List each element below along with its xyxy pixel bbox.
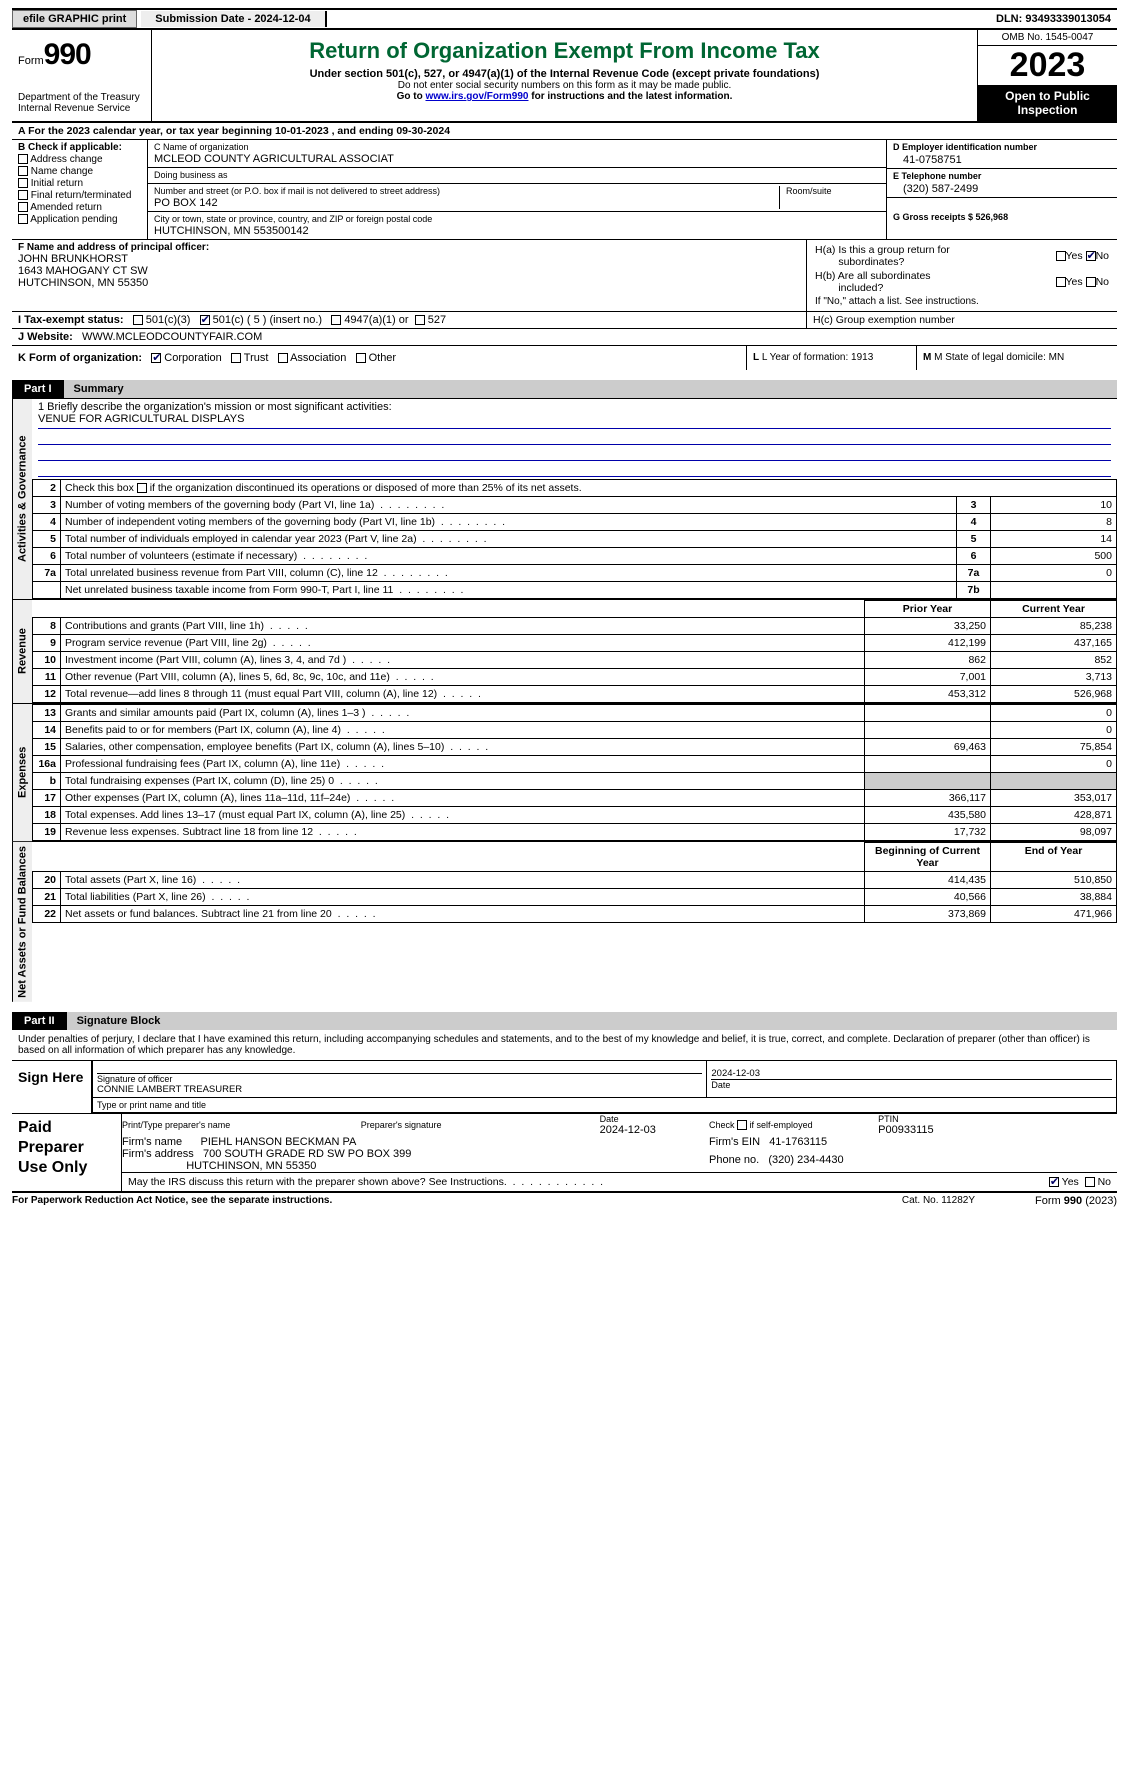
- section-governance: Activities & Governance 1 Briefly descri…: [12, 398, 1117, 599]
- org-name: MCLEOD COUNTY AGRICULTURAL ASSOCIAT: [154, 152, 880, 165]
- mission-text: VENUE FOR AGRICULTURAL DISPLAYS: [38, 413, 1111, 429]
- ein: 41-0758751: [893, 152, 1111, 166]
- sign-here-block: Sign Here Signature of officerCONNIE LAM…: [12, 1060, 1117, 1113]
- chk-name-change[interactable]: Name change: [18, 166, 141, 177]
- section-expenses: Expenses 13Grants and similar amounts pa…: [12, 703, 1117, 841]
- state-domicile: M M State of legal domicile: MN: [917, 346, 1117, 370]
- city: HUTCHINSON, MN 553500142: [154, 224, 880, 237]
- chk-initial-return[interactable]: Initial return: [18, 178, 141, 189]
- chk-address-change[interactable]: Address change: [18, 154, 141, 165]
- dept-label: Department of the Treasury Internal Reve…: [18, 92, 145, 114]
- page-footer: For Paperwork Reduction Act Notice, see …: [12, 1193, 1117, 1207]
- group-exemption: H(c) Group exemption number: [807, 312, 1117, 328]
- part2-header: Part II Signature Block: [12, 1012, 1117, 1030]
- chk-app-pending[interactable]: Application pending: [18, 214, 141, 225]
- submission-date: Submission Date - 2024-12-04: [141, 11, 326, 27]
- form-header: Form990 Department of the Treasury Inter…: [12, 30, 1117, 123]
- vlabel-governance: Activities & Governance: [12, 399, 32, 599]
- officer-addr2: HUTCHINSON, MN 55350: [18, 277, 800, 289]
- penalties-text: Under penalties of perjury, I declare th…: [12, 1030, 1117, 1060]
- form-title: Return of Organization Exempt From Incom…: [162, 38, 967, 64]
- room: [786, 196, 880, 197]
- mission-label: 1 Briefly describe the organization's mi…: [38, 401, 1111, 413]
- form-number990: Form990: [18, 34, 145, 72]
- efile-print-button[interactable]: efile GRAPHIC print: [12, 10, 137, 28]
- block-bcd: B Check if applicable: Address change Na…: [12, 140, 1117, 240]
- row-klm: K Form of organization: Corporation Trus…: [12, 346, 1117, 370]
- col-c-org: C Name of organization MCLEOD COUNTY AGR…: [148, 140, 887, 239]
- ssn-warning: Do not enter social security numbers on …: [162, 80, 967, 91]
- officer-name: JOHN BRUNKHORST: [18, 253, 800, 265]
- gross-receipts: G Gross receipts $ 526,968: [893, 212, 1111, 222]
- dln: DLN: 93493339013054: [990, 11, 1117, 27]
- vlabel-expenses: Expenses: [12, 704, 32, 841]
- street: PO BOX 142: [154, 196, 773, 209]
- vlabel-revenue: Revenue: [12, 600, 32, 703]
- section-revenue: Revenue Prior YearCurrent Year8Contribut…: [12, 599, 1117, 703]
- omb-number: OMB No. 1545-0047: [978, 30, 1117, 46]
- year-formation: L L Year of formation: 1913: [747, 346, 917, 370]
- chk-amended[interactable]: Amended return: [18, 202, 141, 213]
- open-inspection: Open to Public Inspection: [978, 85, 1117, 121]
- officer-addr1: 1643 MAHOGANY CT SW: [18, 265, 800, 277]
- paid-preparer-block: Paid Preparer Use Only Print/Type prepar…: [12, 1113, 1117, 1193]
- goto-line: Go to www.irs.gov/Form990 for instructio…: [162, 91, 967, 102]
- phone: (320) 587-2499: [893, 181, 1111, 195]
- row-a-taxyear: A For the 2023 calendar year, or tax yea…: [12, 123, 1117, 140]
- col-d: D Employer identification number 41-0758…: [887, 140, 1117, 239]
- part1-header: Part I Summary: [12, 380, 1117, 398]
- rev-table: Prior YearCurrent Year8Contributions and…: [32, 600, 1117, 703]
- form-subtitle: Under section 501(c), 527, or 4947(a)(1)…: [162, 68, 967, 80]
- exp-table: 13Grants and similar amounts paid (Part …: [32, 704, 1117, 841]
- section-net-assets: Net Assets or Fund Balances Beginning of…: [12, 841, 1117, 1002]
- row-j: J Website: WWW.MCLEODCOUNTYFAIR.COM: [12, 329, 1117, 346]
- row-fh: F Name and address of principal officer:…: [12, 240, 1117, 312]
- col-b-checkboxes: B Check if applicable: Address change Na…: [12, 140, 148, 239]
- vlabel-net: Net Assets or Fund Balances: [12, 842, 32, 1002]
- irs-link[interactable]: www.irs.gov/Form990: [425, 91, 528, 102]
- irs-discuss: May the IRS discuss this return with the…: [122, 1172, 1117, 1191]
- chk-final-return[interactable]: Final return/terminated: [18, 190, 141, 201]
- net-table: Beginning of Current YearEnd of Year20To…: [32, 842, 1117, 923]
- row-i: I Tax-exempt status: 501(c)(3) 501(c) ( …: [12, 312, 1117, 329]
- website: WWW.MCLEODCOUNTYFAIR.COM: [82, 331, 262, 343]
- top-bar: efile GRAPHIC print Submission Date - 20…: [12, 8, 1117, 30]
- dba: [154, 180, 880, 181]
- tax-year: 2023: [978, 46, 1117, 85]
- gov-table: 2Check this box if the organization disc…: [32, 479, 1117, 599]
